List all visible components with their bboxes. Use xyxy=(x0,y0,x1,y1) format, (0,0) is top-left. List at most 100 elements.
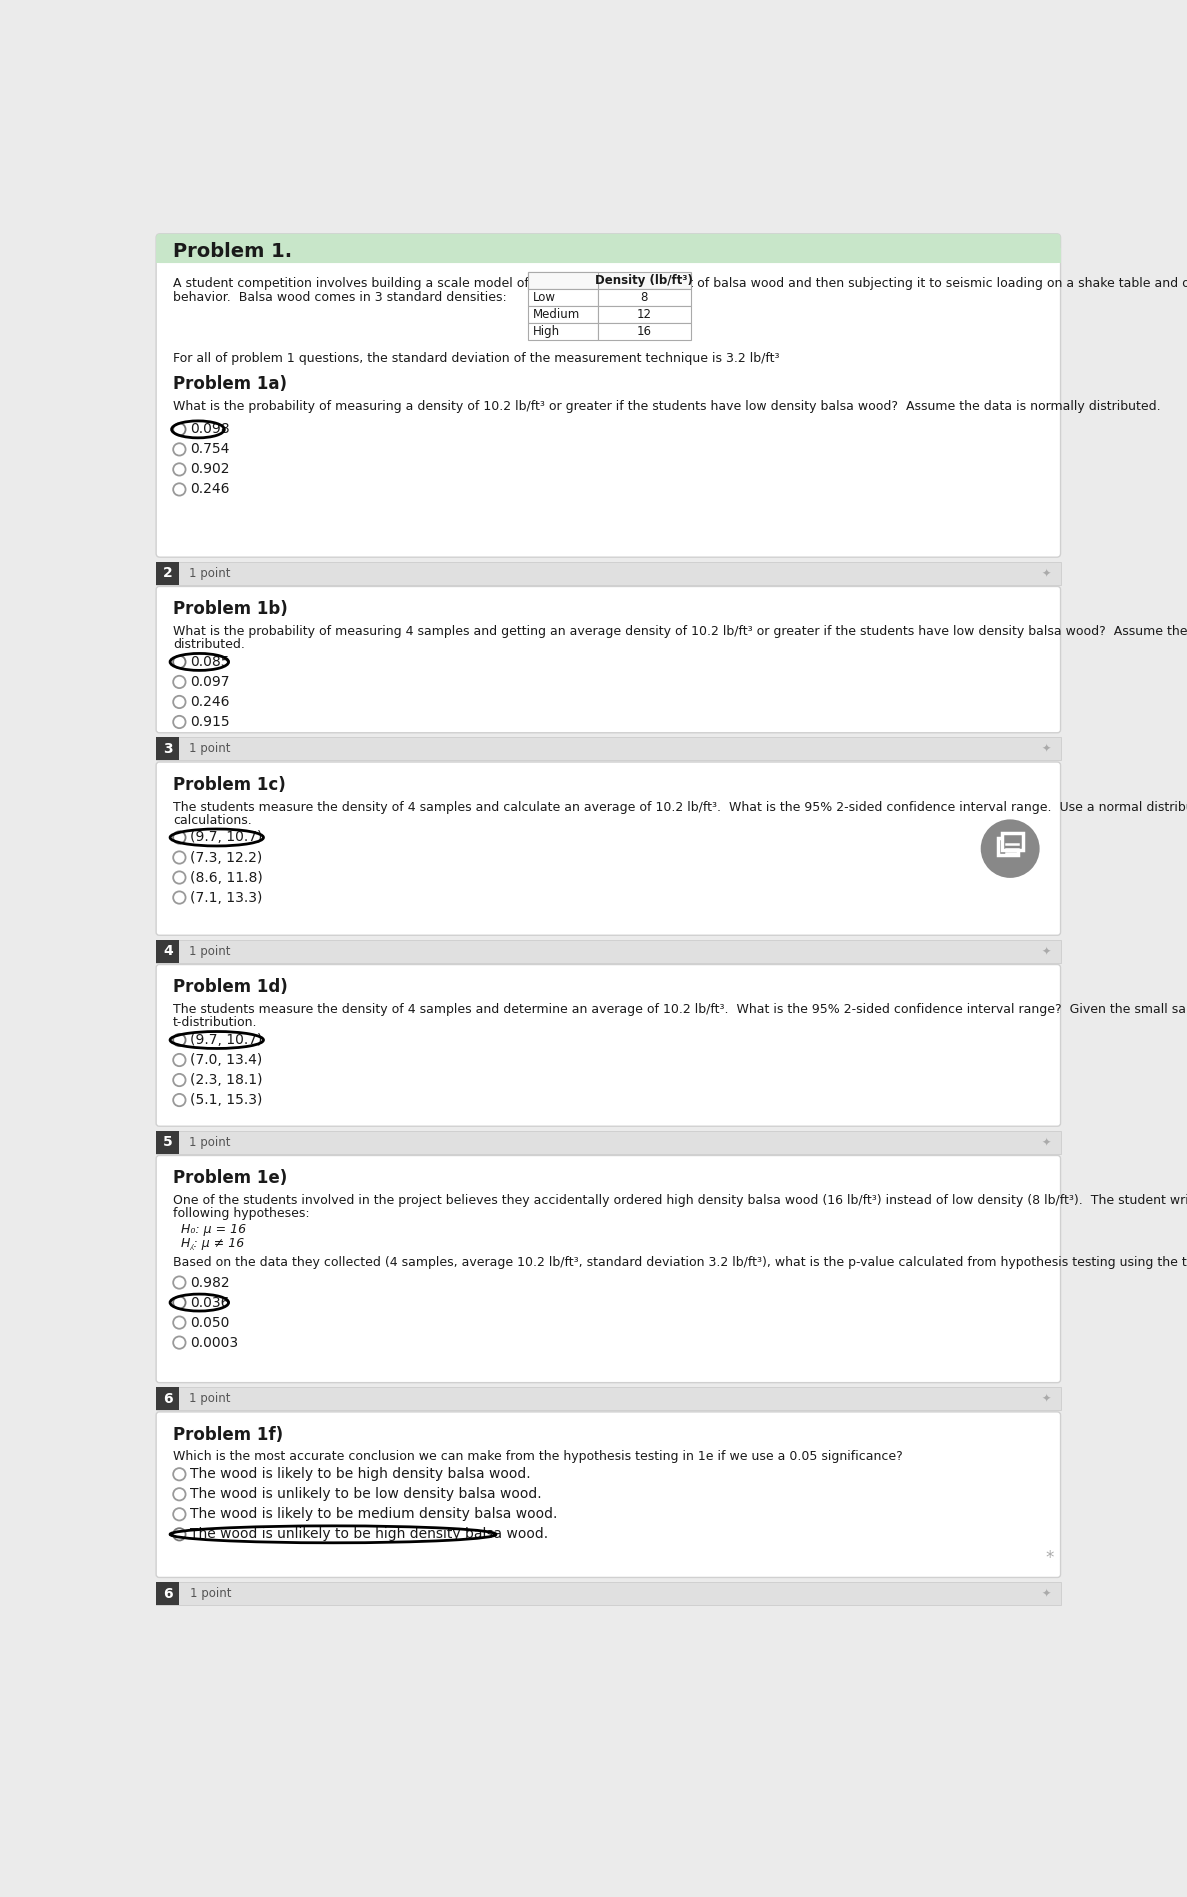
Bar xyxy=(157,249,1060,264)
Bar xyxy=(157,738,1060,761)
Text: 2: 2 xyxy=(163,567,172,580)
FancyBboxPatch shape xyxy=(157,233,1060,264)
Circle shape xyxy=(173,463,185,476)
Text: 8: 8 xyxy=(641,292,648,304)
Text: distributed.: distributed. xyxy=(173,637,245,651)
FancyBboxPatch shape xyxy=(157,233,1060,558)
Text: One of the students involved in the project believes they accidentally ordered h: One of the students involved in the proj… xyxy=(173,1193,1187,1206)
Text: The students measure the density of 4 samples and determine an average of 10.2 l: The students measure the density of 4 sa… xyxy=(173,1004,1187,1017)
Text: 0.246: 0.246 xyxy=(190,482,230,497)
Bar xyxy=(157,939,179,964)
Bar xyxy=(528,305,598,322)
Text: ✦: ✦ xyxy=(1042,744,1052,753)
Circle shape xyxy=(173,1055,185,1066)
Bar xyxy=(157,1582,179,1605)
Text: For all of problem 1 questions, the standard deviation of the measurement techni: For all of problem 1 questions, the stan… xyxy=(173,353,780,366)
Text: 3: 3 xyxy=(163,742,172,755)
Text: (9.7, 10.7): (9.7, 10.7) xyxy=(190,1034,262,1047)
Text: 6: 6 xyxy=(163,1586,172,1601)
Bar xyxy=(157,1131,1060,1153)
Circle shape xyxy=(173,444,185,455)
Bar xyxy=(157,562,1060,584)
Text: H₀: μ = 16: H₀: μ = 16 xyxy=(180,1224,246,1237)
Text: Based on the data they collected (4 samples, average 10.2 lb/ft³, standard devia: Based on the data they collected (4 samp… xyxy=(173,1256,1187,1269)
Bar xyxy=(157,1387,179,1409)
Text: 0.0003: 0.0003 xyxy=(190,1335,239,1349)
Circle shape xyxy=(173,871,185,884)
Text: ✦: ✦ xyxy=(1042,1394,1052,1404)
Text: 0.915: 0.915 xyxy=(190,715,230,728)
Text: The wood is likely to be high density balsa wood.: The wood is likely to be high density ba… xyxy=(190,1466,531,1482)
Circle shape xyxy=(173,1508,185,1521)
Circle shape xyxy=(173,892,185,903)
Bar xyxy=(157,1131,179,1153)
Text: High: High xyxy=(533,324,560,338)
Text: Problem 1a): Problem 1a) xyxy=(173,376,287,393)
Text: (2.3, 18.1): (2.3, 18.1) xyxy=(190,1074,262,1087)
Circle shape xyxy=(173,696,185,708)
Text: (9.7, 10.7): (9.7, 10.7) xyxy=(190,831,262,844)
Circle shape xyxy=(173,1468,185,1480)
Circle shape xyxy=(173,1095,185,1106)
Bar xyxy=(528,288,598,305)
Text: 0.982: 0.982 xyxy=(190,1275,230,1290)
Bar xyxy=(157,939,1060,964)
Bar xyxy=(528,322,598,340)
Text: 0.754: 0.754 xyxy=(190,442,229,457)
Bar xyxy=(528,273,691,288)
Circle shape xyxy=(173,852,185,863)
Bar xyxy=(528,273,598,288)
Text: Which is the most accurate conclusion we can make from the hypothesis testing in: Which is the most accurate conclusion we… xyxy=(173,1451,903,1463)
Circle shape xyxy=(173,1529,185,1540)
Text: Problem 1.: Problem 1. xyxy=(173,243,292,262)
Text: The wood is likely to be medium density balsa wood.: The wood is likely to be medium density … xyxy=(190,1508,558,1521)
Circle shape xyxy=(173,831,185,844)
Text: 0.050: 0.050 xyxy=(190,1317,229,1330)
Bar xyxy=(157,1582,1060,1605)
Text: 5: 5 xyxy=(163,1136,172,1150)
Text: 1 point: 1 point xyxy=(189,742,230,755)
Circle shape xyxy=(173,1034,185,1045)
Text: 16: 16 xyxy=(637,324,652,338)
Circle shape xyxy=(173,1074,185,1087)
Circle shape xyxy=(173,675,185,689)
Circle shape xyxy=(173,1487,185,1501)
Text: (5.1, 15.3): (5.1, 15.3) xyxy=(190,1093,262,1108)
Bar xyxy=(598,322,691,340)
Text: Problem 1f): Problem 1f) xyxy=(173,1427,284,1444)
Bar xyxy=(598,305,691,322)
Text: Density (lb/ft³): Density (lb/ft³) xyxy=(596,275,693,286)
FancyBboxPatch shape xyxy=(157,586,1060,732)
Text: ✦: ✦ xyxy=(1042,1138,1052,1148)
Text: (7.1, 13.3): (7.1, 13.3) xyxy=(190,890,262,905)
Text: 0.036: 0.036 xyxy=(190,1296,230,1309)
Text: 0.902: 0.902 xyxy=(190,463,230,476)
Text: *: * xyxy=(1046,1548,1054,1567)
Text: What is the probability of measuring a density of 10.2 lb/ft³ or greater if the : What is the probability of measuring a d… xyxy=(173,400,1161,414)
Bar xyxy=(157,738,179,761)
Circle shape xyxy=(173,484,185,495)
Text: Medium: Medium xyxy=(533,307,580,321)
Text: ✦: ✦ xyxy=(1042,569,1052,579)
Text: 6: 6 xyxy=(163,1392,172,1406)
Circle shape xyxy=(173,1317,185,1328)
Text: Low: Low xyxy=(533,292,556,304)
Text: 0.098: 0.098 xyxy=(190,423,230,436)
Text: 4: 4 xyxy=(163,945,172,958)
FancyBboxPatch shape xyxy=(157,1411,1060,1578)
Text: (7.0, 13.4): (7.0, 13.4) xyxy=(190,1053,262,1066)
Text: 1 point: 1 point xyxy=(189,945,230,958)
Text: 0.097: 0.097 xyxy=(190,675,230,689)
Bar xyxy=(998,838,1018,856)
Text: 0.085: 0.085 xyxy=(190,654,230,670)
Circle shape xyxy=(173,423,185,436)
Circle shape xyxy=(173,715,185,728)
Text: 1 point: 1 point xyxy=(190,1588,231,1601)
Bar xyxy=(157,562,179,584)
Text: following hypotheses:: following hypotheses: xyxy=(173,1206,310,1220)
Text: 0.246: 0.246 xyxy=(190,694,230,709)
Text: Problem 1d): Problem 1d) xyxy=(173,979,288,996)
Bar xyxy=(1003,833,1022,850)
Text: (8.6, 11.8): (8.6, 11.8) xyxy=(190,871,264,884)
Text: 1 point: 1 point xyxy=(189,1392,230,1406)
